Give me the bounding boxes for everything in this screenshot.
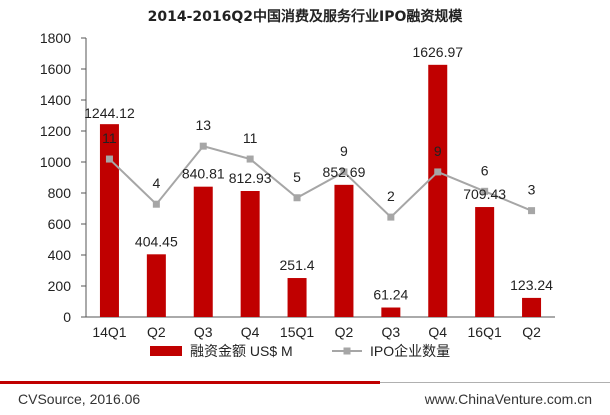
bar-value-label: 709.43 <box>463 186 506 202</box>
x-tick-label: 15Q1 <box>280 324 314 340</box>
line-value-label: 3 <box>528 182 536 198</box>
x-tick-label: Q3 <box>194 324 213 340</box>
line-series <box>105 142 536 221</box>
line-point <box>434 168 442 176</box>
y-tick-label: 1400 <box>40 92 71 108</box>
line-value-label: 11 <box>243 130 258 146</box>
bar <box>334 184 354 317</box>
y-tick-label: 0 <box>63 309 71 325</box>
bar <box>522 297 542 317</box>
y-tick-label: 1800 <box>40 30 71 46</box>
bar-value-label: 1626.97 <box>412 44 463 60</box>
bar <box>193 186 213 317</box>
footer-divider <box>0 381 610 384</box>
line-value-label: 9 <box>434 143 442 159</box>
legend-line-marker <box>343 347 351 355</box>
source-text: CVSource, 2016.06 <box>18 391 141 407</box>
line-point <box>105 155 113 163</box>
x-tick-label: Q2 <box>335 324 354 340</box>
y-tick-label: 600 <box>48 216 72 232</box>
bar-value-label: 840.81 <box>182 166 225 182</box>
data-labels: 1244.12 404.45 840.81 812.93 251.4 852.69 61.2… <box>84 44 553 303</box>
bar <box>287 278 307 317</box>
line-value-label: 13 <box>195 117 211 133</box>
legend-bar-label: 融资金额 US$ M <box>190 343 293 359</box>
x-tick-label: Q4 <box>428 324 447 340</box>
line-point <box>152 200 160 208</box>
line-point <box>246 155 254 163</box>
website-text: www.ChinaVenture.com.cn <box>424 391 592 407</box>
chart: 0 200 400 600 800 1000 1200 1400 1600 1800 14Q1 Q2 Q… <box>40 30 555 359</box>
x-tick-label: 16Q1 <box>468 324 502 340</box>
line-point <box>340 168 348 176</box>
y-tick-label: 1600 <box>40 61 71 77</box>
legend-bar-swatch <box>150 346 182 356</box>
bar <box>428 64 448 318</box>
line-point <box>387 213 395 221</box>
y-tick-label: 400 <box>48 247 72 263</box>
line-value-label: 4 <box>152 175 160 191</box>
line-point <box>199 142 207 150</box>
line-value-label: 6 <box>481 162 489 178</box>
y-tick-label: 800 <box>48 185 72 201</box>
legend: 融资金额 US$ M IPO企业数量 <box>150 343 450 359</box>
line-value-label: 9 <box>340 143 348 159</box>
x-tick-label: Q2 <box>522 324 541 340</box>
bar-value-label: 251.4 <box>280 257 315 273</box>
legend-line-label: IPO企业数量 <box>370 343 450 359</box>
bar <box>99 124 119 317</box>
line-value-label: 2 <box>387 188 395 204</box>
bar-value-label: 1244.12 <box>84 105 135 121</box>
x-tick-label: Q3 <box>382 324 401 340</box>
bar-series <box>99 64 542 318</box>
y-tick-label: 1200 <box>40 123 71 139</box>
bar-value-label: 404.45 <box>135 233 178 249</box>
line-point <box>293 194 301 202</box>
bar-value-label: 61.24 <box>373 287 408 303</box>
chart-title: 2014-2016Q2中国消费及服务行业IPO融资规模 <box>147 9 463 25</box>
x-tick-label: 14Q1 <box>92 324 126 340</box>
line-value-label: 5 <box>293 169 301 185</box>
line-point <box>481 187 489 195</box>
x-tick-label: Q2 <box>147 324 166 340</box>
y-tick-label: 1000 <box>40 154 71 170</box>
line-point <box>528 207 536 215</box>
bar-value-label: 812.93 <box>229 170 272 186</box>
count-line <box>108 145 532 219</box>
bar <box>240 190 260 317</box>
bar <box>475 207 495 317</box>
bar <box>381 307 401 317</box>
bar-value-label: 123.24 <box>510 277 553 293</box>
bar <box>146 254 166 317</box>
bar-value-label: 852.69 <box>323 164 366 180</box>
x-tick-label: Q4 <box>241 324 260 340</box>
y-tick-label: 200 <box>48 278 72 294</box>
line-value-label: 11 <box>102 130 117 146</box>
